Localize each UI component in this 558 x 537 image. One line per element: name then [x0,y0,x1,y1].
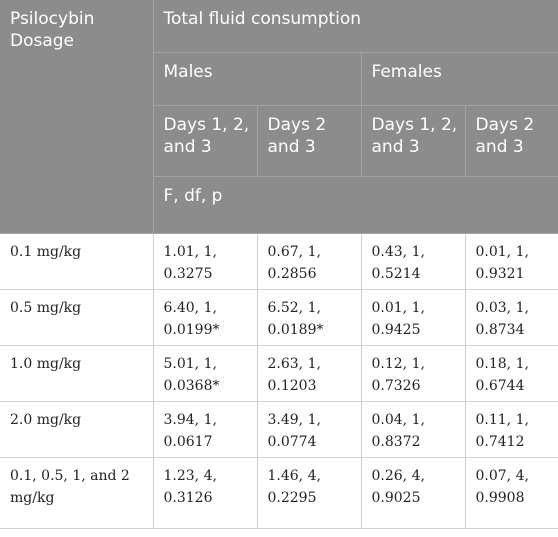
cell-dosage: 0.1 mg/kg [0,233,154,290]
cell-females-days-23: 0.18, 1, 0.6744 [465,345,558,402]
cell-females-days-123: 0.12, 1, 0.7326 [361,345,466,402]
cell-dosage: 1.0 mg/kg [0,345,154,402]
cell-females-days-23: 0.07, 4, 0.9908 [465,457,558,529]
header-males-days-123: Days 1, 2, and 3 [153,105,258,177]
cell-females-days-23: 0.03, 1, 0.8734 [465,289,558,346]
cell-males-days-123: 6.40, 1, 0.0199* [153,289,258,346]
cell-females-days-123: 0.26, 4, 0.9025 [361,457,466,529]
cell-males-days-23: 0.67, 1, 0.2856 [257,233,362,290]
table-row: 1.0 mg/kg 5.01, 1, 0.0368* 2.63, 1, 0.12… [0,345,558,402]
header-females-days-123: Days 1, 2, and 3 [361,105,466,177]
cell-dosage: 2.0 mg/kg [0,401,154,458]
header-females-days-23: Days 2 and 3 [465,105,558,177]
cell-males-days-123: 5.01, 1, 0.0368* [153,345,258,402]
header-males: Males [153,52,362,106]
cell-males-days-23: 6.52, 1, 0.0189* [257,289,362,346]
cell-females-days-123: 0.43, 1, 0.5214 [361,233,466,290]
header-total-fluid: Total fluid consumption [153,0,558,53]
cell-males-days-23: 2.63, 1, 0.1203 [257,345,362,402]
cell-males-days-123: 1.23, 4, 0.3126 [153,457,258,529]
header-dosage: Psilocybin Dosage [0,0,154,234]
cell-females-days-23: 0.11, 1, 0.7412 [465,401,558,458]
table-row: 0.5 mg/kg 6.40, 1, 0.0199* 6.52, 1, 0.01… [0,289,558,346]
header-females: Females [361,52,558,106]
cell-males-days-123: 3.94, 1, 0.0617 [153,401,258,458]
cell-dosage: 0.5 mg/kg [0,289,154,346]
table-row: 0.1 mg/kg 1.01, 1, 0.3275 0.67, 1, 0.285… [0,233,558,290]
header-stat: F, df, p [153,176,558,234]
cell-females-days-123: 0.01, 1, 0.9425 [361,289,466,346]
table-row: 0.1, 0.5, 1, and 2 mg/kg 1.23, 4, 0.3126… [0,457,558,529]
cell-dosage: 0.1, 0.5, 1, and 2 mg/kg [0,457,154,529]
cell-males-days-23: 3.49, 1, 0.0774 [257,401,362,458]
cell-females-days-123: 0.04, 1, 0.8372 [361,401,466,458]
cell-males-days-23: 1.46, 4, 0.2295 [257,457,362,529]
cell-females-days-23: 0.01, 1, 0.9321 [465,233,558,290]
table-row: 2.0 mg/kg 3.94, 1, 0.0617 3.49, 1, 0.077… [0,401,558,458]
table-header: Psilocybin Dosage Total fluid consumptio… [0,0,558,234]
cell-males-days-123: 1.01, 1, 0.3275 [153,233,258,290]
table-body: 0.1 mg/kg 1.01, 1, 0.3275 0.67, 1, 0.285… [0,233,558,529]
header-males-days-23: Days 2 and 3 [257,105,362,177]
